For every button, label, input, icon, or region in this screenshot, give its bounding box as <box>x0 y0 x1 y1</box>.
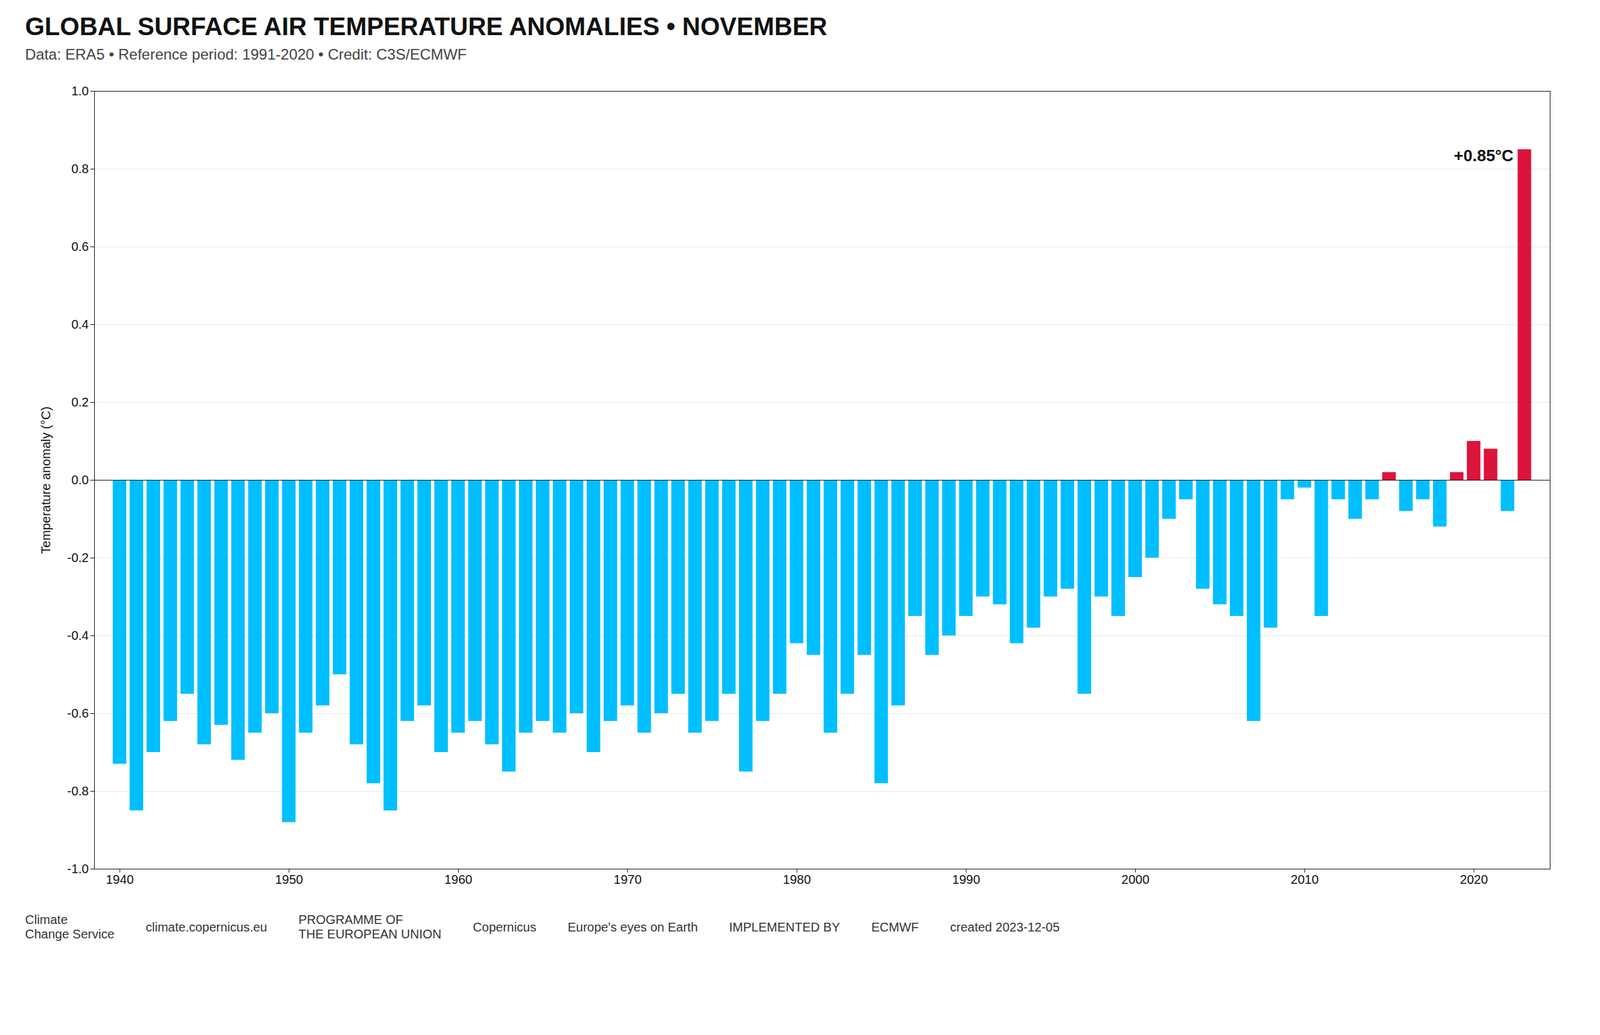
svg-text:-0.4: -0.4 <box>67 628 89 643</box>
svg-text:0.6: 0.6 <box>71 239 90 254</box>
html-text:created 2023-12-05: created 2023-12-05 <box>950 920 1060 934</box>
svg-text:+0.85°C: +0.85°C <box>1453 146 1514 166</box>
html-text:climate.copernicus.eu: climate.copernicus.eu <box>145 920 268 934</box>
html-text:Data: ERA5 • Reference period:: Data: ERA5 • Reference period: 1991-2020… <box>25 45 467 63</box>
svg-text:1970: 1970 <box>613 872 642 887</box>
svg-text:-0.8: -0.8 <box>67 784 89 799</box>
svg-text:-0.6: -0.6 <box>67 706 89 721</box>
html-text:PROGRAMME OF THE EUROPEAN UNIO: PROGRAMME OF THE EUROPEAN UNION <box>298 912 442 942</box>
svg-text:1950: 1950 <box>274 872 304 887</box>
svg-text:2020: 2020 <box>1460 872 1489 887</box>
html-text:IMPLEMENTED BY: IMPLEMENTED BY <box>729 920 840 934</box>
svg-text:0.2: 0.2 <box>71 395 90 410</box>
svg-text:1980: 1980 <box>783 872 812 887</box>
html-text:Copernicus: Copernicus <box>472 920 537 934</box>
svg-text:1.0: 1.0 <box>71 84 90 98</box>
svg-text:-0.2: -0.2 <box>67 550 89 565</box>
svg-text:2010: 2010 <box>1290 872 1319 887</box>
svg-text:0.4: 0.4 <box>71 317 90 332</box>
html-text:Europe's eyes on Earth: Europe's eyes on Earth <box>567 920 698 934</box>
svg-text:-1.0: -1.0 <box>67 862 89 876</box>
svg-text:2000: 2000 <box>1121 872 1150 887</box>
svg-text:1990: 1990 <box>952 872 981 887</box>
svg-text:Temperature anomaly (°C): Temperature anomaly (°C) <box>38 406 53 555</box>
svg-text:1960: 1960 <box>444 872 473 887</box>
svg-text:0.0: 0.0 <box>71 473 90 487</box>
html-text:ECMWF: ECMWF <box>871 920 919 934</box>
html-text:GLOBAL SURFACE AIR TEMPERATURE: GLOBAL SURFACE AIR TEMPERATURE ANOMALIES… <box>25 12 828 41</box>
html-text:Climate Change Service: Climate Change Service <box>25 912 115 942</box>
svg-text:1940: 1940 <box>106 872 135 887</box>
svg-text:0.8: 0.8 <box>71 161 90 176</box>
